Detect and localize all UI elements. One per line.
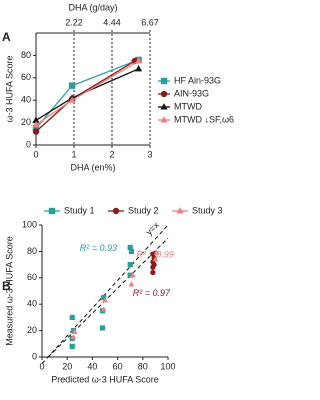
y-tick-label: 60 bbox=[21, 72, 31, 82]
marker bbox=[135, 57, 143, 64]
legend-label: Study 2 bbox=[128, 205, 159, 215]
x-tick-label: 2 bbox=[109, 149, 114, 159]
marker bbox=[99, 325, 106, 331]
x-tick-label: 3 bbox=[147, 149, 152, 159]
marker bbox=[68, 82, 76, 89]
top-axis-title: DHA (g/day) bbox=[68, 2, 117, 12]
marker bbox=[128, 248, 135, 254]
marker bbox=[102, 297, 108, 303]
marker bbox=[160, 103, 168, 110]
marker bbox=[135, 65, 143, 72]
marker bbox=[160, 77, 168, 85]
marker bbox=[152, 256, 159, 262]
x-tick-label: 80 bbox=[138, 361, 148, 371]
fit-line bbox=[47, 237, 169, 358]
legend-label: Study 1 bbox=[64, 205, 95, 215]
marker bbox=[150, 251, 156, 257]
marker bbox=[127, 244, 133, 251]
marker bbox=[127, 262, 133, 268]
marker bbox=[100, 306, 107, 312]
r2-label: R² = 0.93 bbox=[80, 243, 117, 253]
y-axis-title: ω-3 HUFA Score bbox=[4, 55, 14, 122]
panel-label: B bbox=[2, 279, 11, 293]
marker bbox=[32, 128, 40, 135]
legend-label: AIN-93G bbox=[174, 88, 209, 98]
x-tick-label: 20 bbox=[62, 361, 72, 371]
x-tick-label: 40 bbox=[87, 361, 97, 371]
series-line bbox=[35, 60, 139, 126]
y-tick-label: 80 bbox=[21, 50, 31, 60]
figure: A 0 1 2 3 0 20 40 60 80 DHA (en%) ω-3 HUFA Score DHA… bbox=[2, 2, 234, 384]
identity-label: y=x bbox=[144, 220, 162, 238]
panel-label: A bbox=[2, 30, 11, 44]
y-axis-title: Measured ω-3 HUFA Score bbox=[4, 236, 14, 346]
r2-label: R² = 0.97 bbox=[133, 288, 171, 298]
marker bbox=[101, 295, 107, 301]
identity-line bbox=[41, 224, 169, 364]
marker bbox=[32, 116, 40, 123]
x-tick-label: 0 bbox=[33, 149, 38, 159]
y-tick-label: 20 bbox=[21, 117, 31, 127]
x-tick-label: 100 bbox=[160, 361, 175, 371]
legend-label: MTWD ↓SF,ω6 bbox=[174, 114, 234, 124]
y-tick-label: 80 bbox=[27, 246, 37, 256]
marker bbox=[160, 90, 168, 98]
x-axis-title: DHA (en%) bbox=[70, 162, 115, 172]
y-tick-label: 0 bbox=[26, 139, 31, 149]
marker bbox=[112, 207, 120, 215]
marker bbox=[70, 328, 77, 334]
y-tick-label: 0 bbox=[32, 351, 37, 361]
marker bbox=[153, 249, 160, 255]
marker bbox=[48, 207, 56, 215]
marker bbox=[150, 269, 156, 276]
legend-label: MTWD bbox=[174, 101, 202, 111]
x-tick-label: 1 bbox=[71, 149, 76, 159]
marker bbox=[32, 121, 40, 128]
marker bbox=[71, 328, 78, 334]
y-tick-label: 20 bbox=[27, 325, 37, 335]
top-tick-label: 2.22 bbox=[65, 17, 83, 27]
marker bbox=[70, 334, 77, 340]
marker bbox=[160, 116, 168, 123]
legend-label: HF Ain-93G bbox=[174, 75, 221, 85]
x-axis-title: Predicted ω-3 HUFA Score bbox=[51, 374, 159, 384]
marker bbox=[69, 314, 75, 320]
legend-label: Study 3 bbox=[192, 205, 223, 215]
marker bbox=[127, 272, 133, 278]
top-tick-label: 6.67 bbox=[141, 17, 159, 27]
series-line bbox=[35, 68, 139, 121]
y-tick-label: 40 bbox=[21, 95, 31, 105]
marker bbox=[129, 272, 136, 278]
marker bbox=[176, 207, 184, 214]
y-tick-label: 40 bbox=[27, 299, 37, 309]
marker bbox=[128, 281, 135, 287]
x-tick-label: 0 bbox=[39, 361, 44, 371]
x-tick-label: 60 bbox=[113, 361, 123, 371]
y-tick-label: 100 bbox=[22, 219, 37, 229]
marker bbox=[68, 96, 76, 103]
top-tick-label: 4.44 bbox=[103, 17, 121, 27]
marker bbox=[69, 343, 75, 350]
marker bbox=[32, 125, 40, 132]
y-tick-label: 60 bbox=[27, 272, 37, 282]
